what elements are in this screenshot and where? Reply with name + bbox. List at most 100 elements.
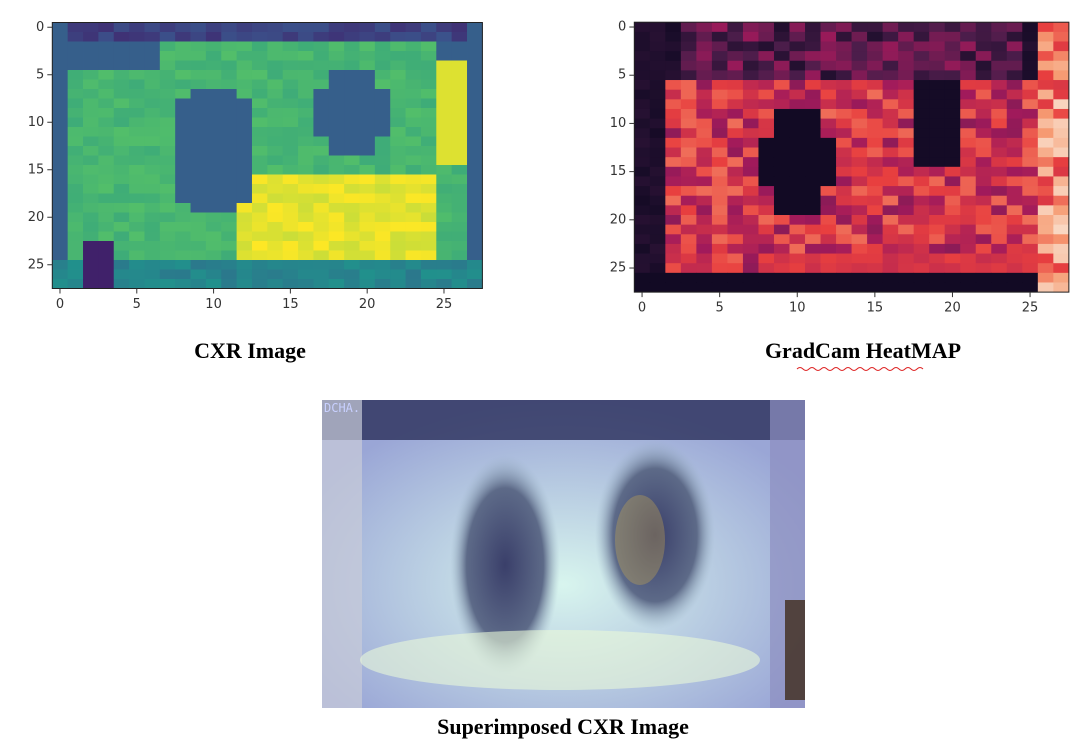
heatmap-cell [681, 22, 697, 32]
heatmap-cell [681, 234, 697, 244]
heatmap-cell [436, 51, 452, 61]
heatmap-cell [313, 156, 329, 166]
heatmap-cell [283, 118, 299, 128]
heatmap-cell [421, 175, 437, 185]
heatmap-cell [634, 225, 650, 235]
heatmap-cell [821, 70, 837, 80]
heatmap-cell [650, 80, 666, 90]
heatmap-cell [313, 222, 329, 232]
heatmap-cell [914, 215, 930, 225]
heatmap-cell [298, 118, 314, 128]
heatmap-cell [960, 32, 976, 42]
heatmap-cell [313, 194, 329, 204]
heatmap-cell [452, 222, 468, 232]
heatmap-cell [467, 270, 483, 280]
heatmap-cell [665, 90, 681, 100]
heatmap-cell [805, 273, 821, 283]
heatmap-cell [805, 225, 821, 235]
heatmap-cell [283, 203, 299, 213]
heatmap-cell [52, 42, 68, 52]
heatmap-cell [298, 260, 314, 270]
heatmap-cell [452, 89, 468, 99]
heatmap-cell [390, 232, 406, 242]
heatmap-cell [406, 203, 422, 213]
heatmap-cell [712, 234, 728, 244]
heatmap-cell [144, 89, 160, 99]
heatmap-cell [991, 186, 1007, 196]
heatmap-cell [743, 70, 759, 80]
heatmap-cell [727, 138, 743, 148]
heatmap-cell [360, 99, 376, 109]
heatmap-cell [375, 32, 391, 42]
heatmap-cell [960, 167, 976, 177]
heatmap-cell [98, 118, 114, 128]
heatmap-cell [696, 99, 712, 109]
heatmap-cell [221, 203, 237, 213]
heatmap-cell [175, 194, 191, 204]
heatmap-cell [929, 167, 945, 177]
heatmap-cell [390, 156, 406, 166]
heatmap-cell [237, 251, 253, 261]
x-tick-label: 5 [716, 301, 724, 316]
heatmap-cell [114, 108, 130, 118]
heatmap-cell [406, 165, 422, 175]
heatmap-cell [221, 51, 237, 61]
heatmap-cell [344, 232, 360, 242]
heatmap-cell [991, 109, 1007, 119]
heatmap-cell [991, 215, 1007, 225]
x-tick-label: 5 [133, 297, 141, 312]
heatmap-cell [1038, 41, 1054, 51]
heatmap-cell [114, 127, 130, 137]
heatmap-cell [960, 22, 976, 32]
heatmap-cell [114, 175, 130, 185]
heatmap-cell [452, 32, 468, 42]
heatmap-cell [390, 213, 406, 223]
heatmap-cell [774, 41, 790, 51]
heatmap-cell [406, 80, 422, 90]
heatmap-cell [68, 222, 84, 232]
x-tick-label: 10 [205, 297, 222, 312]
heatmap-cell [436, 61, 452, 71]
heatmap-cell [743, 22, 759, 32]
heatmap-cell [945, 51, 961, 61]
heatmap-cell [743, 109, 759, 119]
heatmap-cell [681, 128, 697, 138]
heatmap-cell [1007, 225, 1023, 235]
heatmap-cell [1038, 167, 1054, 177]
heatmap-cell [976, 273, 992, 283]
heatmap-cell [821, 282, 837, 292]
heatmap-cell [976, 205, 992, 215]
heatmap-cell [898, 273, 914, 283]
heatmap-cell [267, 251, 283, 261]
heatmap-cell [821, 51, 837, 61]
heatmap-cell [283, 213, 299, 223]
heatmap-cell [665, 157, 681, 167]
heatmap-cell [129, 175, 145, 185]
heatmap-cell [758, 70, 774, 80]
heatmap-cell [114, 241, 130, 251]
heatmap-cell [421, 146, 437, 156]
gradcam-heatmap-panel: 05101520250510152025 [610, 20, 1070, 316]
heatmap-cell [467, 260, 483, 270]
heatmap-cell [758, 225, 774, 235]
heatmap-cell [52, 270, 68, 280]
heatmap-cell [650, 176, 666, 186]
heatmap-cell [375, 232, 391, 242]
heatmap-cell [421, 184, 437, 194]
heatmap-cell [1053, 254, 1069, 264]
heatmap-cell [83, 118, 99, 128]
heatmap-cell [436, 156, 452, 166]
heatmap-cell [929, 273, 945, 283]
heatmap-cell [805, 234, 821, 244]
heatmap-cell [421, 89, 437, 99]
heatmap-cell [914, 119, 930, 129]
heatmap-cell [390, 175, 406, 185]
heatmap-cell [252, 137, 268, 147]
figure: 05101520250510152025 0510152025051015202… [0, 0, 1072, 745]
heatmap-cell [960, 99, 976, 109]
heatmap-cell [929, 148, 945, 158]
heatmap-cell [867, 99, 883, 109]
heatmap-cell [696, 148, 712, 158]
heatmap-cell [390, 279, 406, 289]
heatmap-cell [467, 61, 483, 71]
